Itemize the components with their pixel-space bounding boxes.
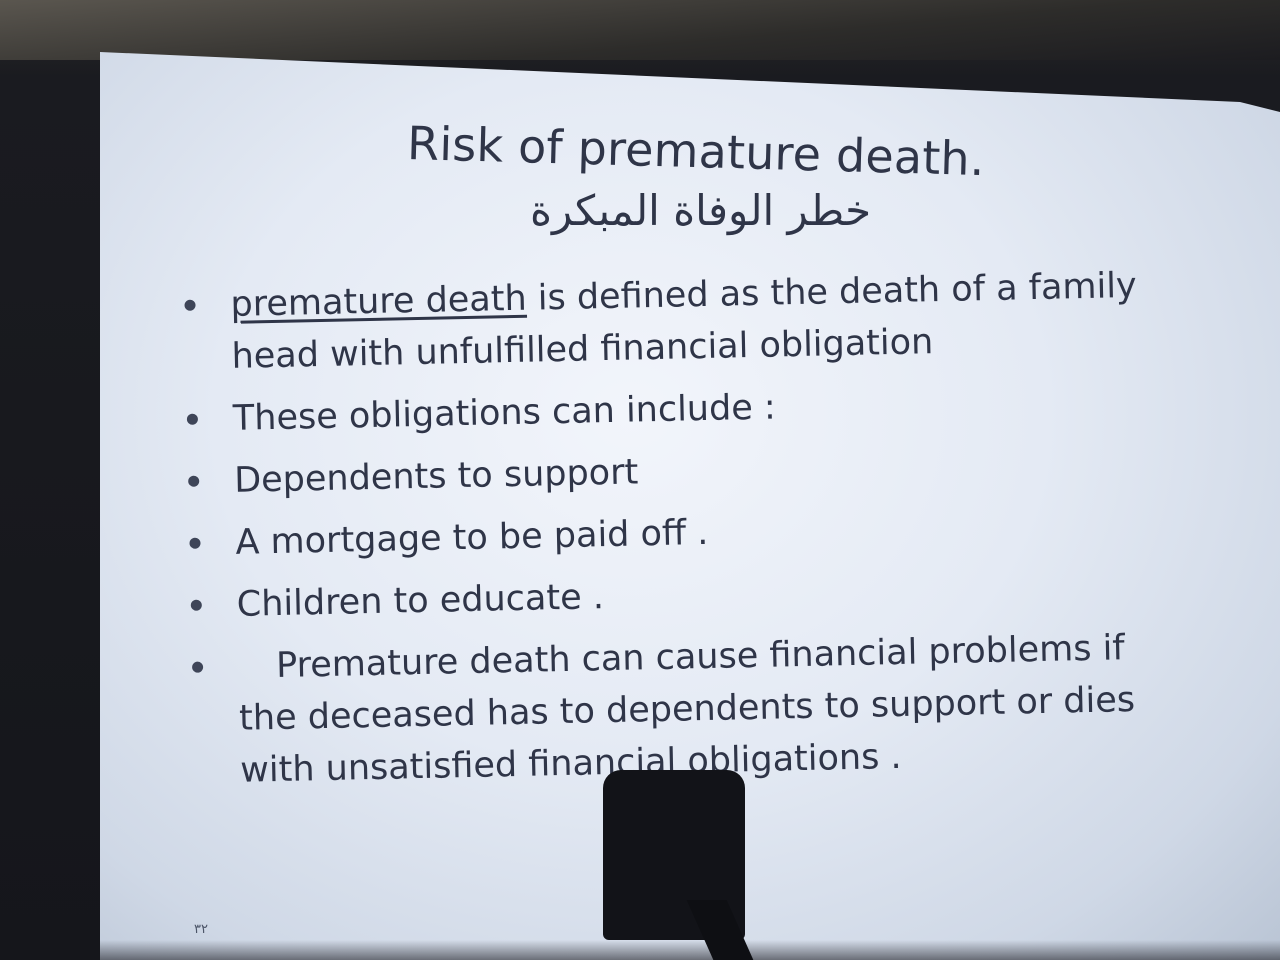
indent-space <box>238 677 276 678</box>
bullet-item-definition: premature death is defined as the death … <box>178 259 1180 384</box>
bullet-item-children: Children to educate . <box>184 559 1185 632</box>
bullet-text: Premature death can cause financial prob… <box>238 628 1136 791</box>
bullet-dot-icon <box>184 299 196 311</box>
slide-subtitle-arabic: خطر الوفاة المبكرة <box>530 186 872 235</box>
bullet-text: Dependents to support <box>233 452 639 501</box>
bullet-text: Children to educate . <box>236 577 605 625</box>
bullet-dot-icon <box>186 413 199 425</box>
bullet-item-dependents: Dependents to support <box>182 435 1183 508</box>
bullet-dot-icon <box>191 661 204 673</box>
wall-background <box>0 0 1280 60</box>
bullet-item-obligations: These obligations can include : <box>180 373 1181 446</box>
bullet-text: A mortgage to be paid off . <box>235 512 709 563</box>
slide-title: Risk of premature death. <box>406 116 986 187</box>
slide-bottom-shadow <box>100 940 1280 960</box>
defined-term: premature death <box>230 278 528 325</box>
bullet-item-mortgage: A mortgage to be paid off . <box>183 497 1184 570</box>
bullet-list: premature death is defined as the death … <box>178 259 1189 808</box>
bullet-text: These obligations can include : <box>232 387 777 439</box>
slide-page-number: ٣٢ <box>194 922 208 937</box>
bullet-dot-icon <box>188 475 200 487</box>
bullet-dot-icon <box>189 537 201 549</box>
bullet-dot-icon <box>190 599 202 611</box>
